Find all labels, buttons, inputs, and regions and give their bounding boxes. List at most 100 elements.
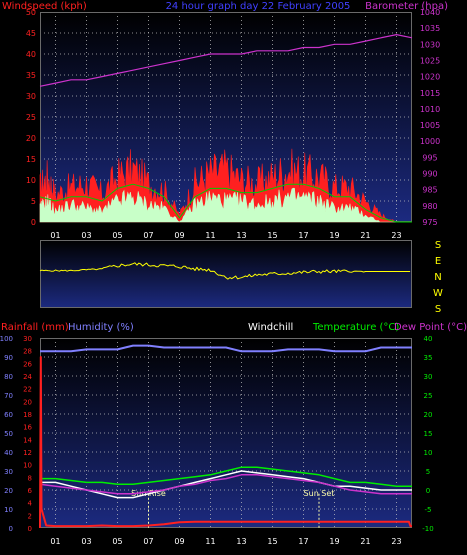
- rainfall-tick-label: 2: [28, 512, 32, 520]
- barometer-axis-label: Barometer (hpa): [365, 1, 448, 12]
- wind-direction-line: [39, 262, 411, 280]
- wind-barometer-chart: 0510152025303540455097598098599099510001…: [26, 8, 440, 240]
- humidity-tick-label: 30: [4, 468, 13, 476]
- hour-tick-label: 01: [50, 537, 60, 546]
- plot-background: [40, 338, 412, 528]
- hour-tick-label: 23: [391, 231, 401, 240]
- barometer-tick-label: 1005: [420, 121, 440, 130]
- graph-title: 24 hour graph day 22 February 2005: [166, 1, 351, 12]
- rainfall-tick-label: 30: [23, 335, 32, 343]
- temperature-tick-label: -5: [425, 506, 432, 514]
- barometer-tick-label: 1025: [420, 56, 440, 65]
- windspeed-tick-label: 10: [26, 176, 36, 185]
- hour-tick-label: 09: [174, 537, 184, 546]
- dewpoint-line: [39, 474, 412, 495]
- humidity-tick-label: 60: [4, 411, 13, 419]
- windspeed-tick-label: 30: [26, 92, 36, 101]
- hour-tick-label: 05: [112, 537, 122, 546]
- barometer-tick-label: 975: [422, 218, 437, 227]
- barometer-tick-label: 1010: [420, 105, 440, 114]
- rainfall-tick-label: 22: [23, 386, 32, 394]
- hour-tick-label: 11: [205, 231, 215, 240]
- hour-tick-label: 15: [267, 537, 277, 546]
- windspeed-tick-label: 15: [26, 155, 36, 164]
- hour-tick-label: 07: [143, 537, 153, 546]
- barometer-tick-label: 990: [422, 170, 437, 179]
- humidity-axis-label: Humidity (%): [68, 322, 134, 333]
- temperature-line: [40, 466, 412, 487]
- hour-tick-label: 05: [112, 231, 122, 240]
- barometer-tick-label: 985: [422, 186, 437, 195]
- windspeed-tick-label: 50: [26, 8, 36, 17]
- rainfall-tick-label: 28: [23, 348, 32, 356]
- hour-tick-label: 15: [267, 231, 277, 240]
- humidity-tick-label: 20: [4, 487, 13, 495]
- hour-tick-label: 17: [298, 231, 308, 240]
- windspeed-axis-label: Windspeed (kph): [2, 1, 87, 12]
- temperature-tick-label: 25: [424, 392, 433, 400]
- windspeed-tick-label: 20: [26, 134, 36, 143]
- barometer-tick-label: 980: [422, 202, 437, 211]
- temperature-tick-label: 0: [426, 487, 430, 495]
- wind-direction-tick-label: E: [435, 256, 441, 267]
- dewpoint-axis-label: Dew Point (°C): [394, 322, 467, 333]
- rainfall-tick-label: 16: [23, 424, 32, 432]
- temperature-tick-label: -10: [422, 525, 433, 533]
- hour-tick-label: 09: [174, 231, 184, 240]
- wind-direction-tick-label: N: [434, 272, 441, 283]
- barometer-tick-label: 1035: [420, 24, 440, 33]
- barometer-line: [39, 33, 413, 87]
- rainfall-tick-label: 14: [23, 436, 32, 444]
- rainfall-tick-label: 12: [23, 449, 32, 457]
- wind-direction-tick-label: S: [435, 304, 441, 315]
- temperature-tick-label: 10: [424, 449, 433, 457]
- humidity-tick-label: 90: [4, 354, 13, 362]
- windspeed-tick-label: 35: [26, 71, 36, 80]
- wind-average-line: [39, 183, 412, 223]
- temperature-tick-label: 40: [424, 335, 433, 343]
- plot-background: [40, 240, 412, 308]
- barometer-tick-label: 1015: [420, 89, 440, 98]
- rainfall-line: [39, 356, 412, 529]
- temperature-humidity-chart: 0102030405060708090100024681012141618202…: [0, 335, 434, 546]
- hour-tick-label: 01: [50, 231, 60, 240]
- rainfall-tick-label: 4: [28, 500, 33, 508]
- humidity-tick-label: 0: [9, 525, 13, 533]
- hour-tick-label: 19: [329, 231, 339, 240]
- windchill-axis-label: Windchill: [248, 322, 293, 333]
- humidity-tick-label: 80: [4, 373, 13, 381]
- hour-tick-label: 23: [391, 537, 401, 546]
- humidity-tick-label: 10: [4, 506, 13, 514]
- hour-tick-label: 11: [205, 537, 215, 546]
- windchill-line: [40, 470, 412, 499]
- hour-tick-label: 03: [81, 231, 91, 240]
- barometer-tick-label: 995: [422, 153, 437, 162]
- rainfall-tick-label: 26: [23, 360, 32, 368]
- hour-tick-label: 07: [143, 231, 153, 240]
- sunset-label: Sun Set: [304, 489, 335, 498]
- rainfall-tick-label: 20: [23, 398, 32, 406]
- hour-tick-label: 13: [236, 537, 246, 546]
- rainfall-tick-label: 6: [28, 487, 33, 495]
- temperature-axis-label: Temperature (°C): [312, 322, 399, 333]
- rainfall-axis-label: Rainfall (mm): [1, 322, 69, 333]
- hour-tick-label: 17: [298, 537, 308, 546]
- hour-tick-label: 21: [360, 231, 370, 240]
- rainfall-tick-label: 24: [23, 373, 32, 381]
- plot-frame: [40, 240, 412, 308]
- humidity-tick-label: 100: [0, 335, 13, 343]
- temperature-tick-label: 15: [424, 430, 433, 438]
- temperature-tick-label: 5: [426, 468, 430, 476]
- humidity-tick-label: 40: [4, 449, 13, 457]
- wind-gust-area: [39, 187, 412, 223]
- humidity-tick-label: 50: [4, 430, 13, 438]
- windspeed-tick-label: 45: [26, 29, 36, 38]
- hour-tick-label: 21: [360, 537, 370, 546]
- windspeed-tick-label: 0: [31, 218, 36, 227]
- windspeed-tick-label: 25: [26, 113, 36, 122]
- temperature-tick-label: 35: [424, 354, 433, 362]
- barometer-tick-label: 1040: [420, 8, 440, 17]
- barometer-tick-label: 1030: [420, 40, 440, 49]
